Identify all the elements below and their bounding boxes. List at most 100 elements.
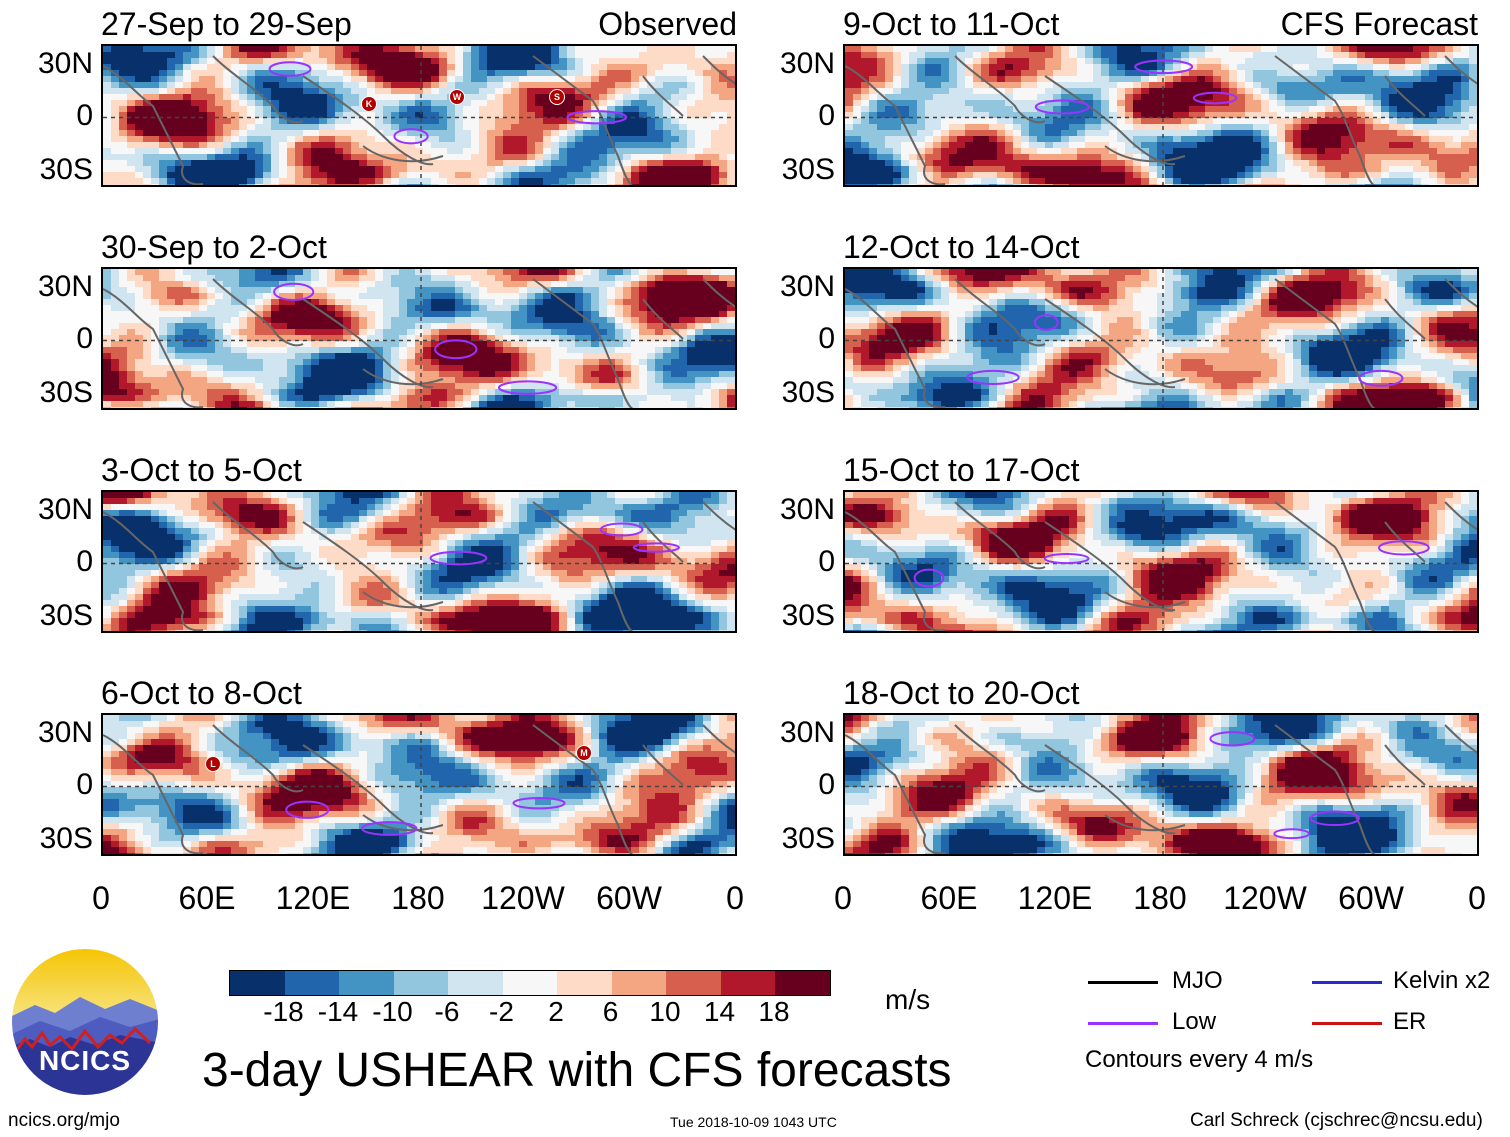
heat-cell: [407, 58, 416, 65]
heat-cell: [711, 76, 720, 83]
heat-cell: [255, 528, 264, 535]
heat-cell: [655, 118, 664, 125]
heat-cell: [231, 184, 240, 185]
heat-cell: [199, 160, 208, 167]
heat-cell: [263, 88, 272, 95]
heat-cell: [199, 124, 208, 131]
heat-cell: [583, 106, 592, 113]
heat-cell: [191, 552, 200, 559]
heat-cell: [439, 70, 448, 77]
heat-cell: [335, 552, 344, 559]
heat-cell: [727, 564, 735, 571]
heat-cell: [295, 178, 304, 185]
heat-cell: [639, 528, 648, 535]
heat-cell: [719, 275, 728, 282]
heat-cell: [199, 130, 208, 137]
heat-cell: [495, 142, 504, 149]
heat-cell: [119, 353, 128, 360]
heat-cell: [287, 498, 296, 505]
heat-cell: [391, 329, 400, 336]
heat-cell: [415, 534, 424, 541]
heat-cell: [543, 311, 552, 318]
heat-cell: [615, 46, 624, 53]
heat-cell: [135, 166, 144, 173]
heat-cell: [607, 383, 616, 390]
heat-cell: [575, 395, 584, 402]
heat-cell: [239, 88, 248, 95]
heat-cell: [631, 172, 640, 179]
heat-cell: [623, 498, 632, 505]
heat-cell: [463, 516, 472, 523]
heat-cell: [407, 329, 416, 336]
heat-cell: [623, 178, 632, 185]
heat-cell: [375, 552, 384, 559]
heat-cell: [351, 323, 360, 330]
heat-cell: [575, 323, 584, 330]
heat-cell: [655, 46, 664, 53]
heat-cell: [391, 142, 400, 149]
heat-cell: [503, 293, 512, 300]
heat-cell: [423, 269, 432, 276]
heat-cell: [703, 570, 712, 577]
heat-cell: [407, 172, 416, 179]
heat-cell: [567, 353, 576, 360]
heat-cell: [359, 178, 368, 185]
heat-cell: [471, 142, 480, 149]
heat-cell: [327, 564, 336, 571]
heat-cell: [303, 510, 312, 517]
heat-cell: [479, 407, 488, 408]
heat-cell: [439, 558, 448, 565]
heat-cell: [359, 52, 368, 59]
heat-cell: [247, 112, 256, 119]
heat-cell: [119, 100, 128, 107]
heat-cell: [711, 58, 720, 65]
heat-cell: [479, 154, 488, 161]
heat-cell: [407, 510, 416, 517]
heat-cell: [551, 552, 560, 559]
heat-cell: [503, 347, 512, 354]
low-contour: [566, 110, 628, 125]
heat-cell: [479, 377, 488, 384]
heat-cell: [663, 275, 672, 282]
heat-cell: [263, 70, 272, 77]
heat-cell: [551, 148, 560, 155]
heat-cell: [191, 510, 200, 517]
heat-cell: [447, 311, 456, 318]
heat-cell: [719, 558, 728, 565]
heat-cell: [447, 64, 456, 71]
heat-cell: [599, 323, 608, 330]
heat-cell: [559, 118, 568, 125]
heat-cell: [607, 498, 616, 505]
heat-cell: [575, 70, 584, 77]
heat-cell: [487, 136, 496, 143]
heat-cell: [679, 269, 688, 276]
heat-cell: [575, 317, 584, 324]
heat-cell: [591, 492, 600, 499]
heat-cell: [343, 281, 352, 288]
heat-cell: [511, 305, 520, 312]
heat-cell: [607, 504, 616, 511]
heat-cell: [567, 293, 576, 300]
heat-cell: [199, 100, 208, 107]
heat-cell: [671, 112, 680, 119]
heat-cell: [271, 504, 280, 511]
heat-cell: [279, 148, 288, 155]
heat-cell: [463, 377, 472, 384]
heat-cell: [735, 287, 737, 294]
heat-cell: [679, 118, 688, 125]
heat-cell: [487, 558, 496, 565]
heat-cell: [247, 540, 256, 547]
heat-cell: [567, 64, 576, 71]
heat-cell: [359, 365, 368, 372]
heat-cell: [711, 570, 720, 577]
heat-cell: [359, 184, 368, 185]
heat-cell: [511, 64, 520, 71]
heat-cell: [255, 552, 264, 559]
heat-cell: [543, 407, 552, 408]
heat-cell: [663, 371, 672, 378]
heat-cell: [311, 395, 320, 402]
heat-cell: [159, 395, 168, 402]
heat-cell: [311, 46, 320, 53]
heat-cell: [127, 395, 136, 402]
heat-cell: [127, 281, 136, 288]
